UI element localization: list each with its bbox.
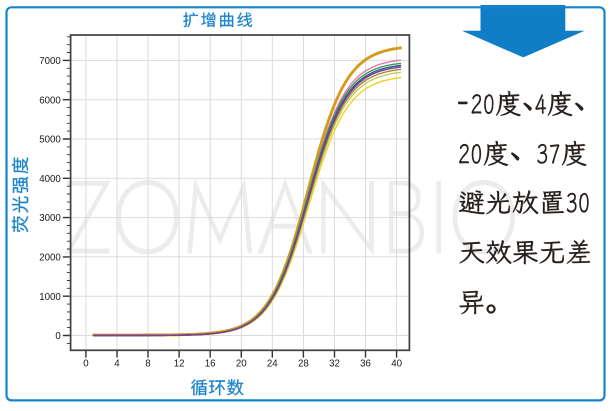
svg-text:28: 28 [298, 359, 309, 370]
svg-text:2000: 2000 [39, 253, 61, 264]
svg-text:40: 40 [391, 359, 402, 370]
svg-text:32: 32 [329, 359, 340, 370]
svg-text:3000: 3000 [39, 213, 61, 224]
svg-text:36: 36 [360, 359, 371, 370]
svg-text:12: 12 [174, 359, 185, 370]
svg-text:4: 4 [114, 359, 120, 370]
svg-text:5000: 5000 [39, 135, 61, 146]
svg-text:20: 20 [236, 359, 247, 370]
svg-text:8: 8 [145, 359, 150, 370]
svg-text:0: 0 [55, 331, 61, 342]
svg-text:24: 24 [267, 359, 278, 370]
svg-text:7000: 7000 [39, 56, 61, 67]
svg-text:4000: 4000 [39, 174, 61, 185]
svg-text:16: 16 [205, 359, 216, 370]
svg-text:0: 0 [83, 359, 89, 370]
svg-text:6000: 6000 [39, 95, 61, 106]
svg-text:1000: 1000 [39, 292, 61, 303]
